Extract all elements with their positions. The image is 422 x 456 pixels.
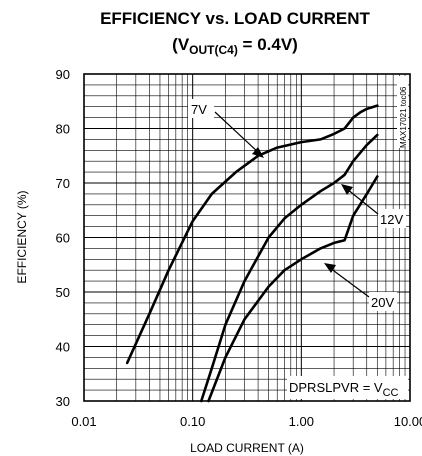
chart-subtitle: (VOUT(C4) = 0.4V): [172, 35, 298, 57]
condition-label-bg: [287, 376, 408, 399]
x-tick-labels: 0.01 0.10 1.00 10.00: [71, 414, 422, 429]
callout-20v-arrowhead: [324, 263, 336, 273]
series-label-20v: 20V: [371, 295, 394, 310]
callout-20v-bg: [369, 292, 397, 311]
callout-12v-line: [346, 188, 379, 215]
callout-7v-line: [214, 111, 260, 154]
y-tick-label: 90: [56, 67, 70, 82]
x-tick-label: 0.01: [71, 414, 96, 429]
watermark-bg: [397, 76, 408, 148]
series-line-20v: [207, 175, 379, 403]
y-axis-label: EFFICIENCY (%): [15, 190, 29, 283]
watermark: MAX17021 toc06: [399, 86, 408, 148]
x-tick-label: 1.00: [289, 414, 314, 429]
condition-subscript: CC: [383, 387, 399, 399]
y-tick-label: 30: [56, 394, 70, 409]
x-axis-label: LOAD CURRENT (A): [190, 441, 304, 455]
callout-20v: 20V: [324, 263, 397, 311]
y-tick-label: 60: [56, 231, 70, 246]
callout-7v-bg: [188, 99, 214, 118]
callout-12v-bg: [378, 209, 406, 228]
subtitle-subscript: OUT(C4): [189, 43, 238, 57]
y-tick-labels: 30 40 50 60 70 80 90: [56, 67, 70, 409]
callout-7v-arrowhead: [252, 147, 264, 158]
series-line-12v: [200, 133, 379, 403]
callout-20v-line: [329, 267, 370, 298]
x-tick-label: 0.10: [180, 414, 205, 429]
plot-frame: [83, 73, 411, 402]
y-tick-label: 50: [56, 285, 70, 300]
callout-7v: 7V: [188, 99, 264, 158]
series-label-7v: 7V: [191, 102, 207, 117]
series-line-7v: [125, 104, 379, 365]
callout-12v-arrowhead: [341, 184, 353, 195]
x-tick-label: 10.00: [394, 414, 422, 429]
chart-title: EFFICIENCY vs. LOAD CURRENT: [100, 9, 370, 28]
y-tick-label: 80: [56, 122, 70, 137]
y-tick-label: 40: [56, 340, 70, 355]
condition-label: DPRSLPVR = VCC: [289, 380, 399, 399]
series-group: [125, 104, 379, 403]
callout-12v: 12V: [341, 184, 406, 228]
series-label-12v: 12V: [380, 212, 403, 227]
y-tick-label: 70: [56, 176, 70, 191]
